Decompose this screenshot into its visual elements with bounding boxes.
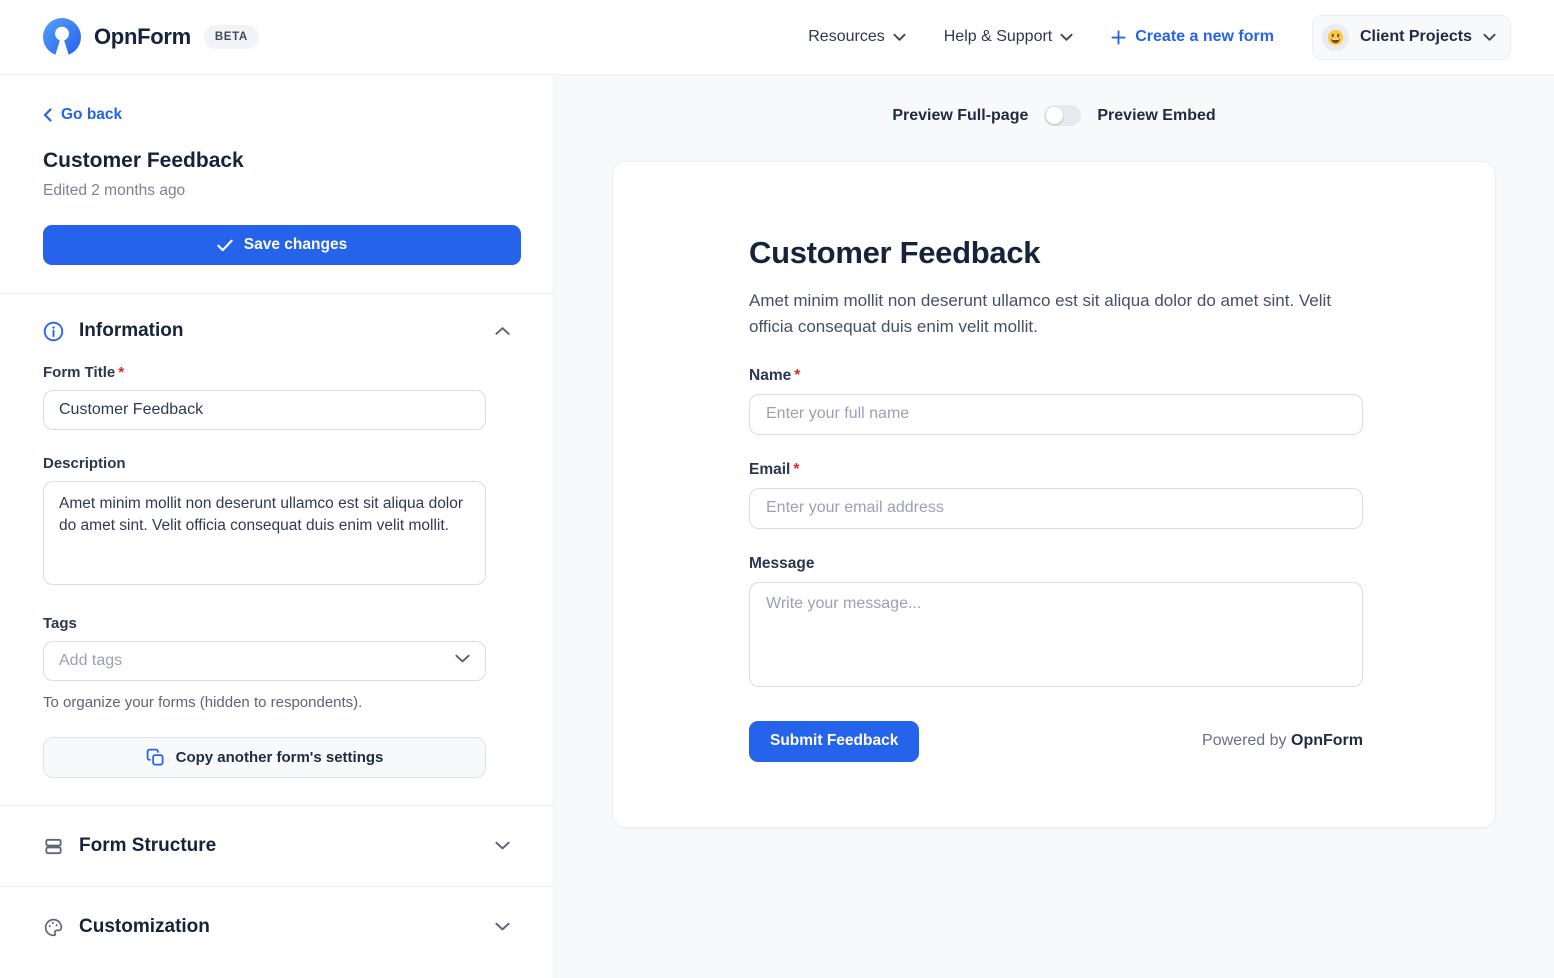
preview-fullpage-label: Preview Full-page bbox=[892, 106, 1029, 124]
form-structure-section-label: Form Structure bbox=[79, 835, 217, 856]
tags-label: Tags bbox=[43, 615, 77, 632]
brand-name: OpnForm bbox=[94, 24, 191, 49]
customization-section-header[interactable]: Customization bbox=[43, 887, 510, 967]
message-textarea[interactable] bbox=[749, 581, 1363, 687]
sidebar-top: Go back Customer Feedback Edited 2 month… bbox=[0, 75, 553, 293]
preview-mode-toggle-row: Preview Full-page Preview Embed bbox=[554, 105, 1554, 126]
name-label-text: Name bbox=[749, 366, 792, 384]
chevron-left-icon bbox=[43, 108, 52, 122]
preview-form-title: Customer Feedback bbox=[749, 235, 1041, 270]
page-layout: Go back Customer Feedback Edited 2 month… bbox=[0, 75, 1554, 978]
submit-feedback-button[interactable]: Submit Feedback bbox=[749, 720, 920, 762]
tags-help-text: To organize your forms (hidden to respon… bbox=[43, 694, 363, 711]
workspace-switcher[interactable]: Client Projects bbox=[1311, 14, 1511, 60]
nav-help-support[interactable]: Help & Support bbox=[944, 28, 1074, 46]
preview-mode-switch[interactable] bbox=[1044, 105, 1082, 126]
form-structure-section-header[interactable]: Form Structure bbox=[43, 806, 510, 886]
tags-field: Tags To organize your forms (hidden to r… bbox=[43, 615, 510, 711]
email-label-text: Email bbox=[749, 460, 791, 478]
go-back-link[interactable]: Go back bbox=[43, 106, 122, 124]
workspace-label: Client Projects bbox=[1359, 28, 1472, 45]
edited-status: Edited 2 months ago bbox=[43, 182, 186, 199]
email-label: Email * bbox=[749, 461, 1361, 479]
nav-help-label: Help & Support bbox=[943, 28, 1053, 45]
header-nav: Resources Help & Support Create a new fo… bbox=[808, 14, 1511, 60]
workspace-avatar bbox=[1321, 23, 1349, 51]
plus-icon bbox=[1111, 29, 1126, 45]
description-label: Description bbox=[43, 455, 126, 472]
palette-icon bbox=[43, 917, 64, 938]
description-textarea[interactable]: Amet minim mollit non deserunt ullamco e… bbox=[43, 481, 486, 585]
form-structure-section: Form Structure bbox=[0, 805, 553, 886]
name-field: Name * bbox=[749, 367, 1363, 435]
opnform-logo-icon bbox=[43, 18, 81, 56]
copy-form-settings-label: Copy another form's settings bbox=[175, 749, 384, 766]
powered-by-prefix: Powered by bbox=[1202, 732, 1287, 750]
form-title-label-text: Form Title bbox=[43, 364, 116, 381]
copy-form-settings-button[interactable]: Copy another form's settings bbox=[43, 737, 486, 778]
message-label: Message bbox=[749, 554, 815, 572]
chevron-down-icon bbox=[1060, 33, 1073, 42]
name-input[interactable] bbox=[749, 393, 1363, 435]
form-title-input[interactable] bbox=[43, 390, 486, 430]
chevron-down-icon bbox=[1483, 33, 1496, 42]
powered-by: Powered by OpnForm bbox=[1202, 732, 1363, 750]
form-title-field: Form Title * bbox=[43, 364, 510, 430]
tags-input-wrapper bbox=[43, 641, 486, 681]
nav-resources-label: Resources bbox=[808, 28, 885, 45]
nav-resources[interactable]: Resources bbox=[808, 28, 906, 46]
name-label: Name * bbox=[749, 367, 1361, 385]
email-input[interactable] bbox=[749, 487, 1363, 529]
beta-badge: BETA bbox=[203, 25, 259, 49]
tags-input[interactable] bbox=[43, 641, 486, 681]
form-preview-card: Customer Feedback Amet minim mollit non … bbox=[612, 161, 1496, 828]
save-changes-button[interactable]: Save changes bbox=[43, 225, 521, 265]
copy-icon bbox=[146, 748, 165, 767]
customization-section-label: Customization bbox=[79, 916, 210, 937]
customization-section: Customization bbox=[0, 886, 553, 967]
preview-pane: Preview Full-page Preview Embed Customer… bbox=[554, 75, 1554, 978]
smiley-emoji-icon bbox=[1327, 29, 1344, 45]
form-settings-sidebar: Go back Customer Feedback Edited 2 month… bbox=[0, 75, 554, 978]
information-section: Information Form Title* Description Amet… bbox=[0, 293, 553, 805]
powered-by-brand: OpnForm bbox=[1291, 732, 1363, 750]
required-mark: * bbox=[118, 364, 125, 381]
message-field: Message bbox=[749, 554, 1363, 692]
brand: OpnForm BETA bbox=[43, 18, 259, 56]
email-field: Email * bbox=[749, 461, 1363, 529]
rows-icon bbox=[43, 836, 64, 857]
information-section-header[interactable]: Information bbox=[43, 294, 510, 348]
chevron-down-icon bbox=[495, 841, 510, 851]
form-name-title: Customer Feedback bbox=[43, 149, 244, 172]
information-section-label: Information bbox=[79, 320, 184, 341]
chevron-down-icon bbox=[495, 922, 510, 932]
top-header: OpnForm BETA Resources Help & Support Cr… bbox=[0, 0, 1554, 75]
chevron-down-icon bbox=[893, 33, 906, 42]
create-form-label: Create a new form bbox=[1135, 28, 1274, 45]
submit-row: Submit Feedback Powered by OpnForm bbox=[749, 720, 1363, 762]
required-mark: * bbox=[794, 366, 801, 384]
preview-embed-label: Preview Embed bbox=[1097, 106, 1216, 124]
chevron-up-icon bbox=[495, 326, 510, 336]
preview-form-description: Amet minim mollit non deserunt ullamco e… bbox=[749, 291, 1332, 337]
info-icon bbox=[43, 321, 64, 342]
required-mark: * bbox=[793, 460, 800, 478]
check-icon bbox=[217, 239, 233, 252]
form-title-label: Form Title * bbox=[43, 364, 510, 381]
save-changes-label: Save changes bbox=[243, 236, 348, 253]
go-back-label: Go back bbox=[61, 106, 123, 123]
switch-knob bbox=[1046, 107, 1064, 124]
description-field: Description Amet minim mollit non deseru… bbox=[43, 455, 510, 590]
create-new-form-link[interactable]: Create a new form bbox=[1111, 28, 1274, 46]
